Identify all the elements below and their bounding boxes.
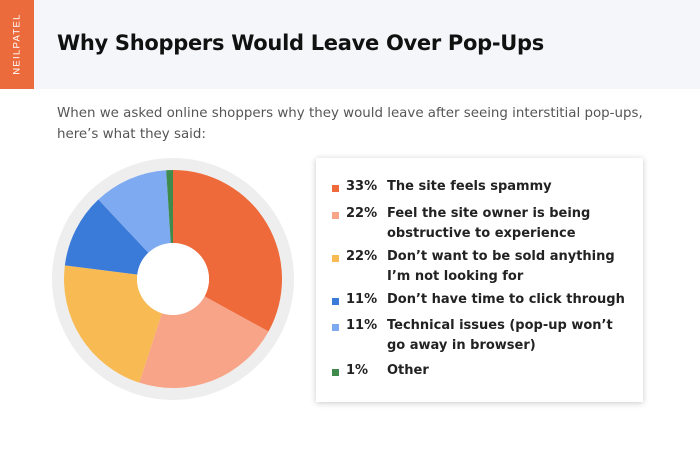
legend-label: The site feels spammy <box>387 179 552 194</box>
legend-percent: 22% <box>346 206 378 221</box>
legend-swatch <box>332 369 339 376</box>
legend-swatch <box>332 298 339 305</box>
donut-slice <box>98 170 171 253</box>
legend-swatch <box>332 212 339 219</box>
legend-percent: 33% <box>346 179 378 194</box>
legend-swatch <box>332 185 339 192</box>
legend-label: Don’t have time to click through <box>387 292 625 307</box>
legend-label: Don’t want to be sold anything I’m not l… <box>387 249 615 284</box>
legend-percent: 11% <box>346 292 378 307</box>
legend-swatch <box>332 255 339 262</box>
legend-label: Technical issues (pop-up won’t go away i… <box>387 318 613 353</box>
donut-slice <box>166 170 173 244</box>
page-title: Why Shoppers Would Leave Over Pop-Ups <box>57 31 544 55</box>
intro-text: When we asked online shoppers why they w… <box>57 106 643 142</box>
brand-logo: NEILPATEL <box>11 13 23 75</box>
donut-chart <box>52 158 294 400</box>
donut-slice <box>139 296 269 388</box>
legend-percent: 22% <box>346 249 378 264</box>
donut-slice <box>63 265 162 383</box>
donut-slice <box>64 199 149 275</box>
legend-percent: 11% <box>346 318 378 333</box>
legend-percent: 1% <box>346 363 369 378</box>
header: NEILPATEL Why Shoppers Would Leave Over … <box>0 0 700 89</box>
legend-label: Feel the site owner is being obstructive… <box>387 206 591 241</box>
brand-tab: NEILPATEL <box>0 0 34 89</box>
donut-hole <box>137 243 209 315</box>
legend-swatch <box>332 324 339 331</box>
legend-panel: 33% The site feels spammy 22% Feel the site… <box>316 158 643 402</box>
legend-label: Other <box>387 363 429 378</box>
donut-slice <box>173 170 282 332</box>
